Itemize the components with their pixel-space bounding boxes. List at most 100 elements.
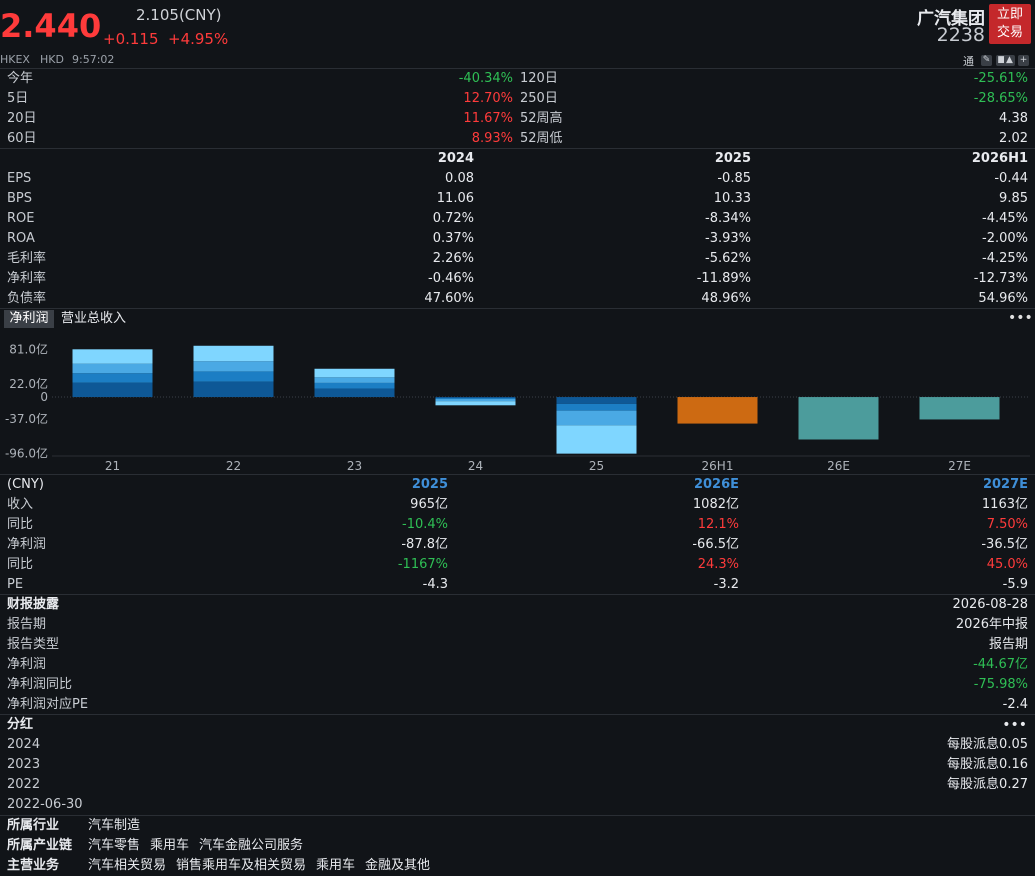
dividend-row: 2024 每股派息0.05 [0,735,1035,755]
disclosure-row: 净利润同比 -75.98% [0,675,1035,695]
bar-segment [314,368,395,378]
fin-cell: -4.45% [982,211,1028,226]
forecast-row-label: 同比 [7,517,34,532]
forecast-cell: -66.5亿 [692,537,739,552]
forecast-cell: 1163亿 [981,497,1028,512]
fin-cell: 0.72% [432,211,474,226]
fin-cell: -0.85 [717,171,751,186]
connect-label[interactable]: 通 [963,55,974,68]
perf-label: 52周低 [520,131,563,146]
perf-label: 20日 [7,111,37,126]
bar-segment [314,388,395,398]
fin-column-header: 2025 [714,151,751,166]
forecast-cell: -5.9 [1002,577,1028,592]
stock-name: 广汽集团 [917,9,985,29]
disclosure-label: 净利润同比 [7,677,73,692]
disclosure-label: 净利润对应PE [7,697,89,712]
dividend-year: 2022 [7,777,41,792]
dividend-year: 2023 [7,757,41,772]
forecast-row: 净利润 -87.8亿 -66.5亿 -36.5亿 [0,535,1035,555]
perf-label: 250日 [520,91,558,106]
perf-value: 4.38 [999,111,1028,126]
perf-row: 60日 8.93% 52周低 2.02 [0,129,1035,149]
bell-icon[interactable]: ▲ [1004,55,1015,66]
bar [677,397,758,424]
forecast-cell: -10.4% [402,517,448,532]
fin-cell: -2.00% [982,231,1028,246]
x-tick-label: 21 [105,459,120,473]
trade-now-button[interactable]: 立即 交易 [989,4,1031,44]
dividend-value: 每股派息0.27 [947,777,1028,792]
chart-more-icon[interactable]: ••• [1008,310,1033,326]
dividend-row: 2022 每股派息0.27 [0,775,1035,795]
disclosure-row: 报告类型 报告期 [0,635,1035,655]
fin-cell: 47.60% [424,291,474,306]
fin-row: EPS 0.08 -0.85 -0.44 [0,169,1035,189]
price-change-percent: +4.95% [168,30,229,48]
fin-cell: -4.25% [982,251,1028,266]
edit-icon[interactable]: ✎ [981,55,992,66]
add-icon[interactable]: + [1018,55,1029,66]
tab-revenue[interactable]: 营业总收入 [61,311,127,326]
y-tick-label: -37.0亿 [5,411,48,426]
perf-label: 52周高 [520,111,563,126]
fin-cell: -12.73% [973,271,1028,286]
perf-row: 5日 12.70% 250日 -28.65% [0,89,1035,109]
fin-row: BPS 11.06 10.33 9.85 [0,189,1035,209]
disclosure-row: 报告期 2026年中报 [0,615,1035,635]
dividend-more-icon[interactable]: ••• [1002,717,1027,733]
fin-cell: 0.37% [432,231,474,246]
bar-segment [314,382,395,389]
bar-segment [72,373,153,383]
fin-column-header: 2026H1 [971,151,1028,166]
industry-tag[interactable]: 汽车相关贸易 [88,858,167,873]
forecast-cell: -3.2 [713,577,739,592]
fin-cell: 54.96% [978,291,1028,306]
forecast-row-label: PE [7,577,24,592]
disclosure-label: 报告期 [7,617,47,632]
forecast-cell: -4.3 [422,577,448,592]
fin-row-label: 负债率 [7,291,47,306]
lock-icon[interactable]: ■ [996,55,1007,66]
perf-value: -28.65% [973,91,1028,106]
disclosure-label: 报告类型 [7,637,60,652]
disclosure-value: -44.67亿 [973,657,1028,672]
bar-segment [72,363,153,374]
fin-cell: -0.44 [994,171,1028,186]
fin-cell: 11.06 [436,191,474,206]
industry-tag[interactable]: 乘用车 [150,838,190,853]
fin-row-label: 毛利率 [7,251,47,266]
fin-row-label: EPS [7,171,32,186]
industry-tag[interactable]: 销售乘用车及相关贸易 [176,858,307,873]
trade-now-line1: 立即 [996,7,1023,22]
disclosure-row: 净利润对应PE -2.4 [0,695,1035,715]
disclosure-row: 净利润 -44.67亿 [0,655,1035,675]
bar-segment [193,381,274,398]
perf-value: 12.70% [463,91,513,106]
x-tick-label: 25 [589,459,604,473]
industry-tag[interactable]: 汽车制造 [88,818,141,833]
forecast-row-label: 收入 [7,497,34,512]
trade-now-line2: 交易 [996,25,1023,40]
forecast-column-header: 2026E [693,477,739,492]
bar-segment [193,371,274,382]
fin-row: 净利率 -0.46% -11.89% -12.73% [0,269,1035,289]
tab-net-profit[interactable]: 净利润 [4,310,54,328]
bar-segment [193,345,274,362]
bar-segment [72,382,153,398]
industry-tag[interactable]: 汽车金融公司服务 [199,838,304,853]
industry-tag[interactable]: 金融及其他 [365,858,431,873]
industry-tag[interactable]: 汽车零售 [88,838,141,853]
net-profit-chart: 81.0亿 22.0亿0 -37.0亿 -96.0亿 21 22 23 24 25 26H1 26E… [5,341,1030,473]
fin-cell: -3.93% [705,231,751,246]
disclosure-value: 报告期 [988,637,1028,652]
dividend-value: 每股派息0.05 [947,737,1028,752]
disclosure-label: 净利润 [7,657,47,672]
industry-row: 所属行业 汽车制造 [0,816,1035,836]
industry-row: 主营业务 汽车相关贸易 销售乘用车及相关贸易 乘用车 金融及其他 [0,856,1035,876]
stock-code: 2238 [936,24,985,46]
bar-segment [314,377,395,383]
forecast-cell: 45.0% [986,557,1028,572]
perf-label: 120日 [520,71,558,86]
industry-tag[interactable]: 乘用车 [316,858,356,873]
